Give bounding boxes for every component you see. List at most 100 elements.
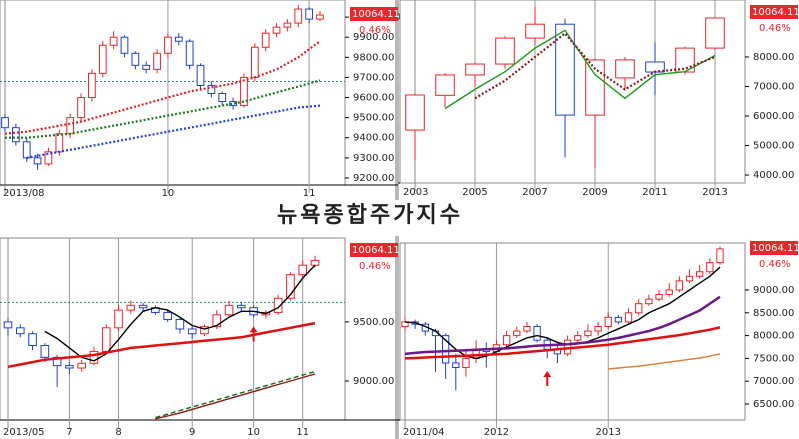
y-tick-label: 9000.00 — [753, 285, 794, 296]
candle-body — [131, 52, 140, 66]
candle-body — [261, 32, 270, 48]
candle-body — [452, 362, 460, 369]
y-tick-label: 8000.00 — [753, 331, 794, 342]
price-badge — [350, 7, 398, 21]
x-tick-label: 2011/04 — [403, 427, 445, 438]
moving-average — [5, 79, 321, 139]
candle-body — [142, 64, 151, 70]
x-tick-label: 2007 — [522, 187, 547, 198]
candle-body — [3, 321, 13, 329]
moving-average — [155, 373, 316, 420]
candle-body — [685, 275, 694, 282]
y-tick-label: 4000.00 — [753, 170, 794, 181]
candle-body — [89, 350, 99, 364]
candle-body — [615, 59, 635, 79]
candle-body — [109, 36, 118, 46]
moving-average — [608, 353, 721, 370]
candle-body — [298, 264, 308, 276]
plot-area — [399, 242, 746, 421]
candle-body — [77, 97, 85, 119]
candle-body — [310, 259, 320, 266]
y-tick-label: 9800.00 — [353, 52, 394, 63]
divider — [395, 0, 399, 200]
candle-body — [655, 294, 663, 300]
candle-body — [405, 94, 425, 131]
candle-body — [174, 36, 183, 42]
candle-body — [98, 44, 107, 74]
candle-body — [294, 8, 303, 24]
change-percent: 0.46% — [359, 25, 391, 36]
candle-body — [555, 23, 575, 116]
last-price: 10064.11 — [352, 245, 400, 256]
candle-body — [65, 365, 74, 369]
y-tick-label: 9500.00 — [353, 317, 394, 328]
candle-body — [101, 327, 111, 352]
y-tick-label: 9500.00 — [353, 113, 394, 124]
candle-body — [645, 298, 653, 305]
moving-average — [444, 29, 716, 110]
candle-body — [138, 304, 148, 309]
candle-body — [163, 311, 172, 321]
candle-body — [229, 101, 237, 107]
candle-body — [22, 141, 31, 159]
candle-body — [88, 72, 96, 99]
x-tick-label: 2013/08 — [3, 188, 45, 199]
candle-body — [237, 304, 246, 309]
candle-body — [635, 303, 643, 314]
candle-body — [272, 26, 281, 34]
signal-arrow — [543, 370, 552, 386]
moving-average — [404, 295, 721, 356]
y-tick-label: 7500.00 — [753, 353, 794, 364]
y-tick-label: 9400.00 — [353, 133, 394, 144]
moving-average — [4, 40, 321, 135]
price-badge — [350, 243, 398, 257]
candle-body — [614, 316, 623, 323]
candle-body — [665, 289, 673, 296]
candle-body — [55, 133, 64, 153]
candle-body — [283, 22, 292, 28]
moving-average — [404, 326, 721, 360]
y-tick-label: 8500.00 — [753, 308, 794, 319]
divider — [395, 236, 399, 439]
candle-body — [187, 328, 197, 335]
candle-body — [28, 333, 37, 347]
candle-body — [33, 157, 42, 165]
moving-average — [44, 264, 316, 362]
y-tick-label: 6500.00 — [753, 399, 794, 410]
y-tick-label: 9200.00 — [353, 173, 394, 184]
x-tick-label: 2011 — [642, 187, 667, 198]
candle-body — [513, 330, 521, 337]
candle-body — [218, 93, 227, 103]
moving-average — [26, 104, 321, 159]
candle-body — [286, 274, 295, 299]
candle-body — [200, 326, 209, 335]
candle-body — [240, 76, 248, 107]
change-percent: 0.46% — [759, 23, 791, 34]
y-tick-label: 8000.00 — [753, 52, 794, 63]
x-tick-label: 2005 — [462, 187, 487, 198]
candle-body — [594, 325, 602, 332]
candle-body — [495, 37, 515, 65]
candle-body — [441, 335, 450, 364]
last-price: 10064.11 — [752, 243, 799, 254]
candle-body — [126, 304, 136, 311]
plot-area — [0, 237, 346, 421]
candle-body — [316, 14, 324, 20]
y-tick-label: 9700.00 — [353, 72, 394, 83]
x-tick-label: 2009 — [582, 187, 607, 198]
candle-body — [523, 325, 531, 332]
y-tick-label: 5000.00 — [753, 141, 794, 152]
candle-body — [1, 117, 9, 129]
x-tick-label: 10 — [247, 427, 260, 438]
candle-body — [273, 297, 283, 313]
y-tick-label: 7000.00 — [753, 81, 794, 92]
candle-body — [502, 335, 511, 346]
x-tick-label: 8 — [115, 427, 121, 438]
candle-body — [44, 151, 53, 165]
x-tick-label: 10 — [162, 188, 175, 199]
x-tick-label: 7 — [66, 427, 72, 438]
candle-body — [584, 330, 592, 337]
x-tick-label: 11 — [303, 188, 316, 199]
candle-body — [574, 335, 582, 341]
candle-body — [164, 36, 172, 54]
